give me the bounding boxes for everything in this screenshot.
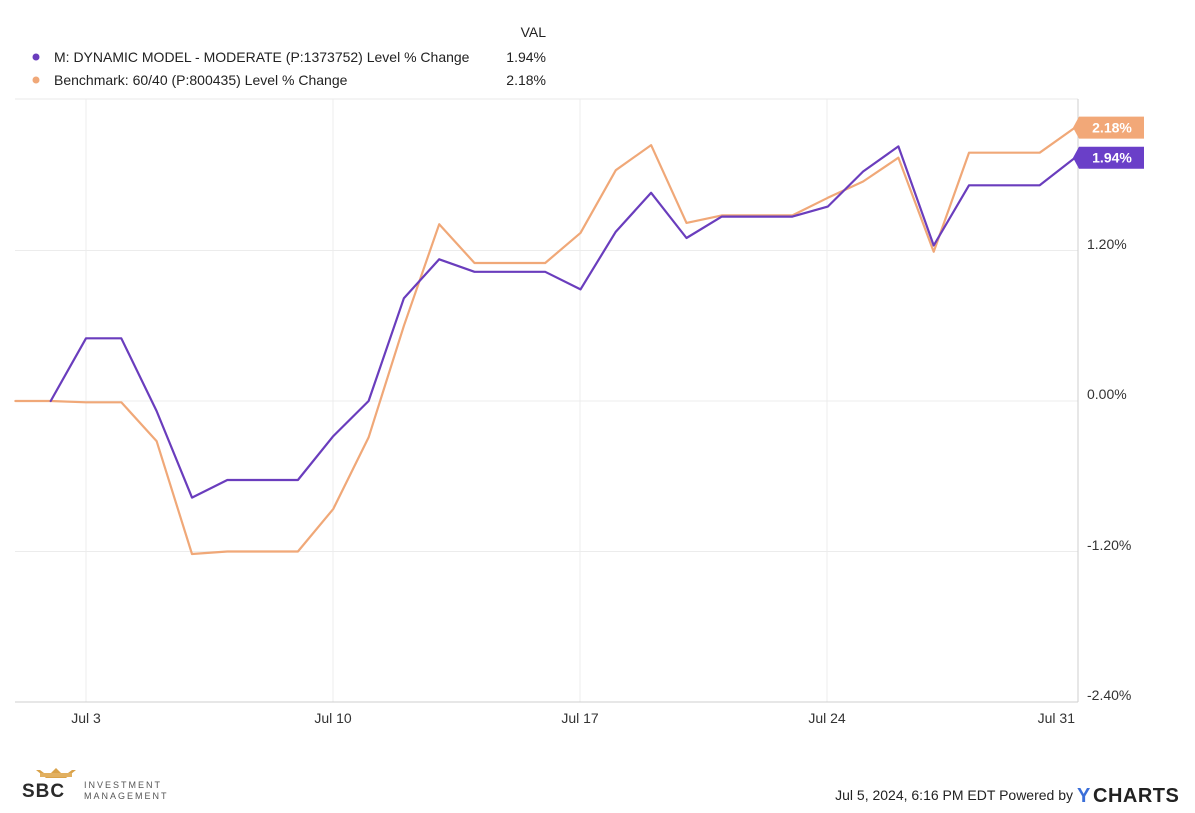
sbc-logo-line2: MANAGEMENT xyxy=(84,791,169,801)
legend-value-model: 1.94% xyxy=(506,49,546,65)
sbc-logo-line1: INVESTMENT xyxy=(84,780,162,790)
end-label-model-text: 1.94% xyxy=(1092,150,1132,166)
x-tick-label-1: Jul 10 xyxy=(314,710,352,726)
y-tick-label-3: -2.40% xyxy=(1087,687,1131,703)
series-line-model xyxy=(49,145,1077,499)
end-label-benchmark: 2.18% xyxy=(1073,116,1144,139)
x-tick-label-2: Jul 17 xyxy=(561,710,599,726)
y-tick-label-0: 1.20% xyxy=(1087,236,1127,252)
sbc-logo-emblem-band xyxy=(40,773,72,777)
x-tick-label-4: Jul 31 xyxy=(1038,710,1076,726)
legend-label-benchmark: Benchmark: 60/40 (P:800435) Level % Chan… xyxy=(54,72,348,88)
legend-header: VAL xyxy=(521,24,547,40)
y-tick-label-1: 0.00% xyxy=(1087,386,1127,402)
series-group xyxy=(14,126,1077,556)
plot-area xyxy=(15,98,1079,703)
legend-value-benchmark: 2.18% xyxy=(506,72,546,88)
sbc-logo: SBC INVESTMENT MANAGEMENT xyxy=(22,768,169,802)
footer: Jul 5, 2024, 6:16 PM EDT Powered by Y CH… xyxy=(835,785,1179,807)
ycharts-y: Y xyxy=(1077,785,1091,807)
legend-marker-model xyxy=(32,53,40,61)
ycharts-wordmark: CHARTS xyxy=(1093,785,1179,807)
end-label-benchmark-bg xyxy=(1073,116,1144,139)
x-tick-label-0: Jul 3 xyxy=(71,710,101,726)
end-label-model: 1.94% xyxy=(1073,146,1144,169)
sbc-logo-text: SBC xyxy=(22,781,65,802)
series-line-benchmark xyxy=(14,126,1077,556)
x-axis: Jul 3 Jul 10 Jul 17 Jul 24 Jul 31 xyxy=(71,710,1075,726)
x-tick-label-3: Jul 24 xyxy=(808,710,846,726)
legend-marker-benchmark xyxy=(32,76,40,84)
legend-label-model: M: DYNAMIC MODEL - MODERATE (P:1373752) … xyxy=(54,49,470,65)
y-tick-label-2: -1.20% xyxy=(1087,537,1131,553)
end-label-benchmark-text: 2.18% xyxy=(1092,120,1132,136)
end-label-model-bg xyxy=(1073,146,1144,169)
y-axis: 1.20% 0.00% -1.20% -2.40% xyxy=(1087,236,1131,703)
footer-timestamp: Jul 5, 2024, 6:16 PM EDT Powered by xyxy=(835,787,1073,803)
legend: VAL M: DYNAMIC MODEL - MODERATE (P:13737… xyxy=(32,24,547,88)
